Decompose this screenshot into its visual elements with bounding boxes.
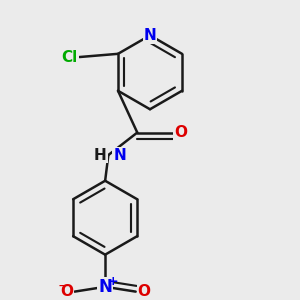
Text: O: O [60,284,73,299]
Text: Cl: Cl [61,50,78,64]
Text: N: N [98,278,112,296]
Text: −: − [58,279,69,293]
Text: O: O [174,125,187,140]
Text: H: H [94,148,107,163]
Text: N: N [113,148,126,163]
Text: N: N [144,28,156,43]
Text: O: O [137,284,150,299]
Text: +: + [108,275,119,289]
